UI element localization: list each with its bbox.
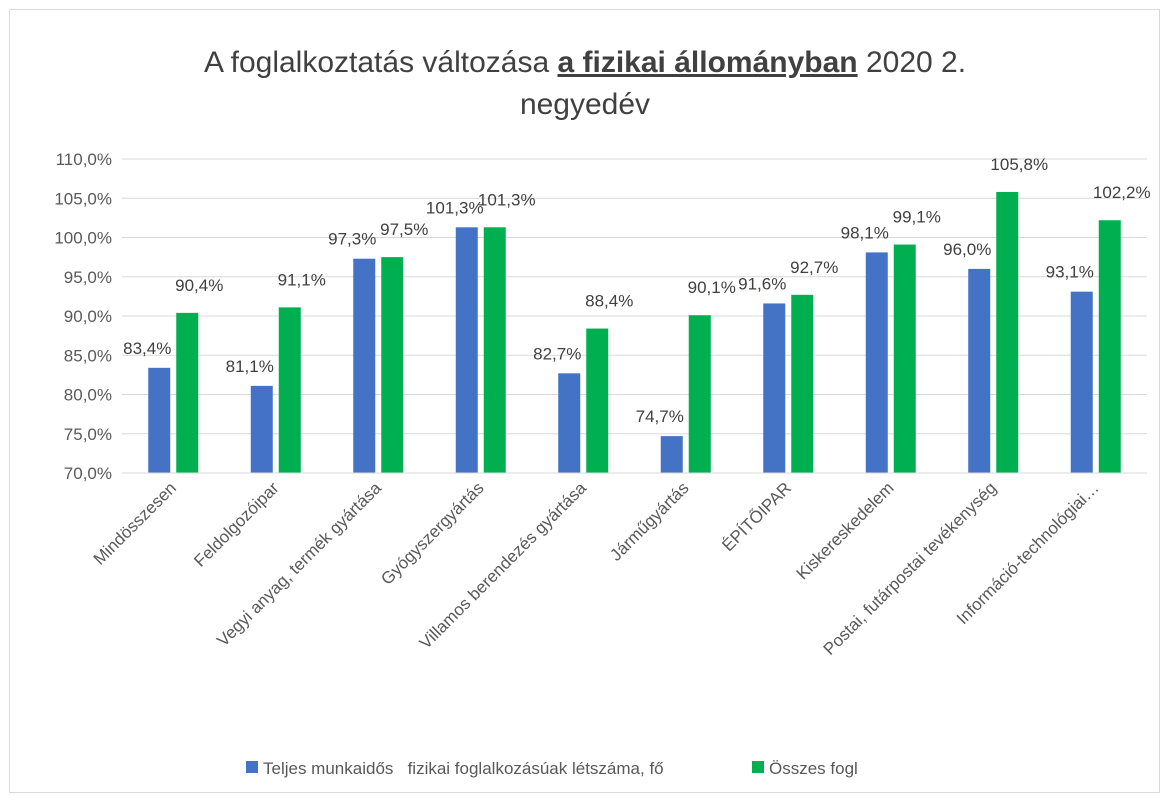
data-label: 105,8%	[990, 155, 1048, 174]
bar	[865, 252, 888, 473]
legend-swatch	[752, 761, 764, 773]
data-label: 90,4%	[175, 276, 223, 295]
bar	[455, 227, 478, 473]
data-label: 99,1%	[893, 208, 941, 227]
y-tick-label: 75,0%	[64, 425, 112, 444]
bar	[353, 258, 376, 473]
bar	[278, 307, 301, 473]
data-label: 83,4%	[123, 339, 171, 358]
bar	[1098, 220, 1121, 473]
data-label: 91,1%	[278, 270, 326, 289]
data-label: 101,3%	[478, 190, 536, 209]
data-label: 93,1%	[1046, 263, 1094, 282]
data-label: 98,1%	[841, 223, 889, 242]
bar	[176, 312, 199, 473]
data-label: 101,3%	[426, 198, 484, 217]
y-tick-label: 105,0%	[54, 189, 112, 208]
data-label: 97,3%	[328, 230, 376, 249]
bar	[558, 373, 581, 473]
data-label: 97,5%	[380, 220, 428, 239]
y-tick-label: 70,0%	[64, 464, 112, 483]
bar	[688, 315, 711, 473]
chart-title-line2: negyedév	[520, 88, 650, 121]
data-label: 102,2%	[1093, 183, 1151, 202]
y-tick-label: 95,0%	[64, 268, 112, 287]
bar	[660, 436, 683, 473]
y-tick-label: 110,0%	[56, 150, 112, 169]
data-label: 82,7%	[533, 344, 581, 363]
bar	[483, 227, 506, 473]
bar	[763, 303, 786, 473]
data-label: 74,7%	[636, 407, 684, 426]
chart-frame	[9, 9, 1160, 793]
y-tick-label: 85,0%	[64, 346, 112, 365]
bar	[250, 385, 273, 473]
bar	[381, 257, 404, 473]
y-tick-label: 100,0%	[54, 229, 112, 248]
title-emphasis: a fizikai állományban	[558, 46, 858, 79]
bar	[968, 268, 991, 473]
title-part: 2020 2.	[866, 46, 966, 79]
data-label: 96,0%	[943, 240, 991, 259]
bar	[1070, 291, 1093, 473]
data-label: 92,7%	[790, 258, 838, 277]
bar	[791, 294, 814, 473]
bar	[893, 244, 916, 473]
data-label: 91,6%	[738, 274, 786, 293]
chart-title: A foglalkoztatás változása a fizikai áll…	[204, 46, 966, 79]
bar	[996, 191, 1019, 473]
bar	[586, 328, 609, 473]
legend-label: Összes fogl	[769, 759, 858, 778]
data-label: 90,1%	[688, 278, 736, 297]
y-tick-label: 80,0%	[64, 386, 112, 405]
data-label: 81,1%	[226, 357, 274, 376]
data-label: 88,4%	[585, 292, 633, 311]
bar	[148, 367, 171, 473]
y-tick-label: 90,0%	[64, 307, 112, 326]
legend-swatch	[246, 761, 258, 773]
title-part: A foglalkoztatás változása	[204, 46, 550, 79]
legend-label: Teljes munkaidős fizikai foglalkozásúak …	[263, 759, 664, 778]
